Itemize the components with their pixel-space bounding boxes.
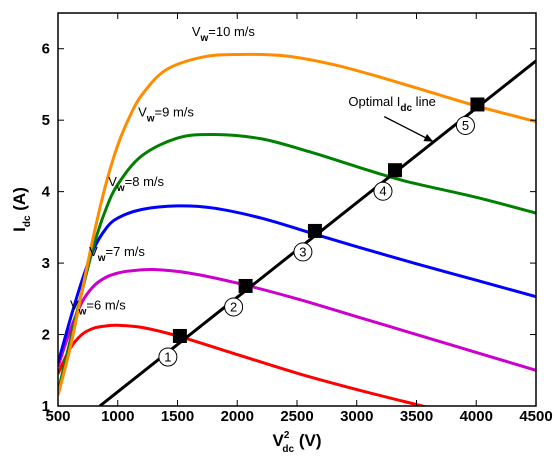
- plot-frame: [57, 12, 537, 407]
- x-tick-label: 500: [45, 408, 70, 425]
- x-tick-label: 2500: [280, 408, 313, 425]
- x-tick-label: 1000: [101, 408, 134, 425]
- x-tick-label: 4000: [460, 408, 493, 425]
- y-tick-label: 4: [42, 184, 51, 201]
- operating-point-circle-4: [373, 181, 393, 201]
- operating-point-label-4: 4: [379, 184, 386, 199]
- operating-point-label-5: 5: [462, 118, 469, 133]
- y-axis-label: Idc (A): [10, 187, 33, 232]
- operating-point-marker-5: [470, 97, 485, 112]
- operating-point-circle-3: [293, 242, 313, 262]
- x-tick-label: 4500: [519, 408, 552, 425]
- x-tick-label: 3500: [400, 408, 433, 425]
- x-axis-label: V2 dc (V): [273, 430, 322, 455]
- optimal-line-pointer-arrow: [383, 116, 434, 143]
- optimal-line-pointer-arrowhead: [423, 133, 434, 142]
- operating-point-marker-3: [307, 223, 322, 238]
- operating-point-circle-5: [455, 115, 475, 135]
- operating-point-marker-4: [387, 163, 402, 178]
- y-tick-label: 5: [42, 112, 50, 129]
- curve-annotation-2: Vw=7 m/s: [89, 244, 145, 264]
- series-line-2: [58, 267, 536, 372]
- curve-annotation-3: Vw=8 m/s: [108, 174, 164, 194]
- marker-group: 1 2 3 4 5: [158, 97, 485, 367]
- operating-point-circle-2: [224, 297, 244, 317]
- curve-annotation-5: Vw=10 m/s: [192, 24, 256, 44]
- y-tick-label: 3: [42, 255, 50, 272]
- y-tick-label: 6: [42, 41, 50, 58]
- operating-point-label-3: 3: [299, 244, 306, 259]
- operating-point-marker-1: [172, 328, 187, 343]
- series-group: [58, 52, 536, 406]
- operating-point-marker-2: [238, 278, 253, 293]
- curve-annotation-6: Optimal Idc line: [348, 94, 436, 114]
- series-line-5: [58, 52, 536, 396]
- operating-point-circle-1: [158, 347, 178, 367]
- x-tick-label: 2000: [221, 408, 254, 425]
- series-line-1: [58, 323, 429, 406]
- annotation-group: Vw=6 m/s Vw=7 m/s Vw=8 m/s Vw=9 m/s Vw=10 m/…: [70, 24, 436, 318]
- y-tick-label: 1: [42, 398, 50, 415]
- operating-point-label-2: 2: [230, 299, 237, 314]
- series-line-3: [58, 204, 536, 364]
- curve-annotation-1: Vw=6 m/s: [70, 298, 126, 318]
- x-tick-label: 3000: [340, 408, 373, 425]
- axis-ticks: 500 1000 1500 2000 2500 3000 3500 4000 4500 1 2 3 4 5…: [42, 13, 553, 425]
- curve-annotation-4: Vw=9 m/s: [138, 105, 194, 125]
- operating-point-label-1: 1: [164, 349, 171, 364]
- x-tick-label: 1500: [161, 408, 194, 425]
- y-tick-label: 2: [42, 327, 50, 344]
